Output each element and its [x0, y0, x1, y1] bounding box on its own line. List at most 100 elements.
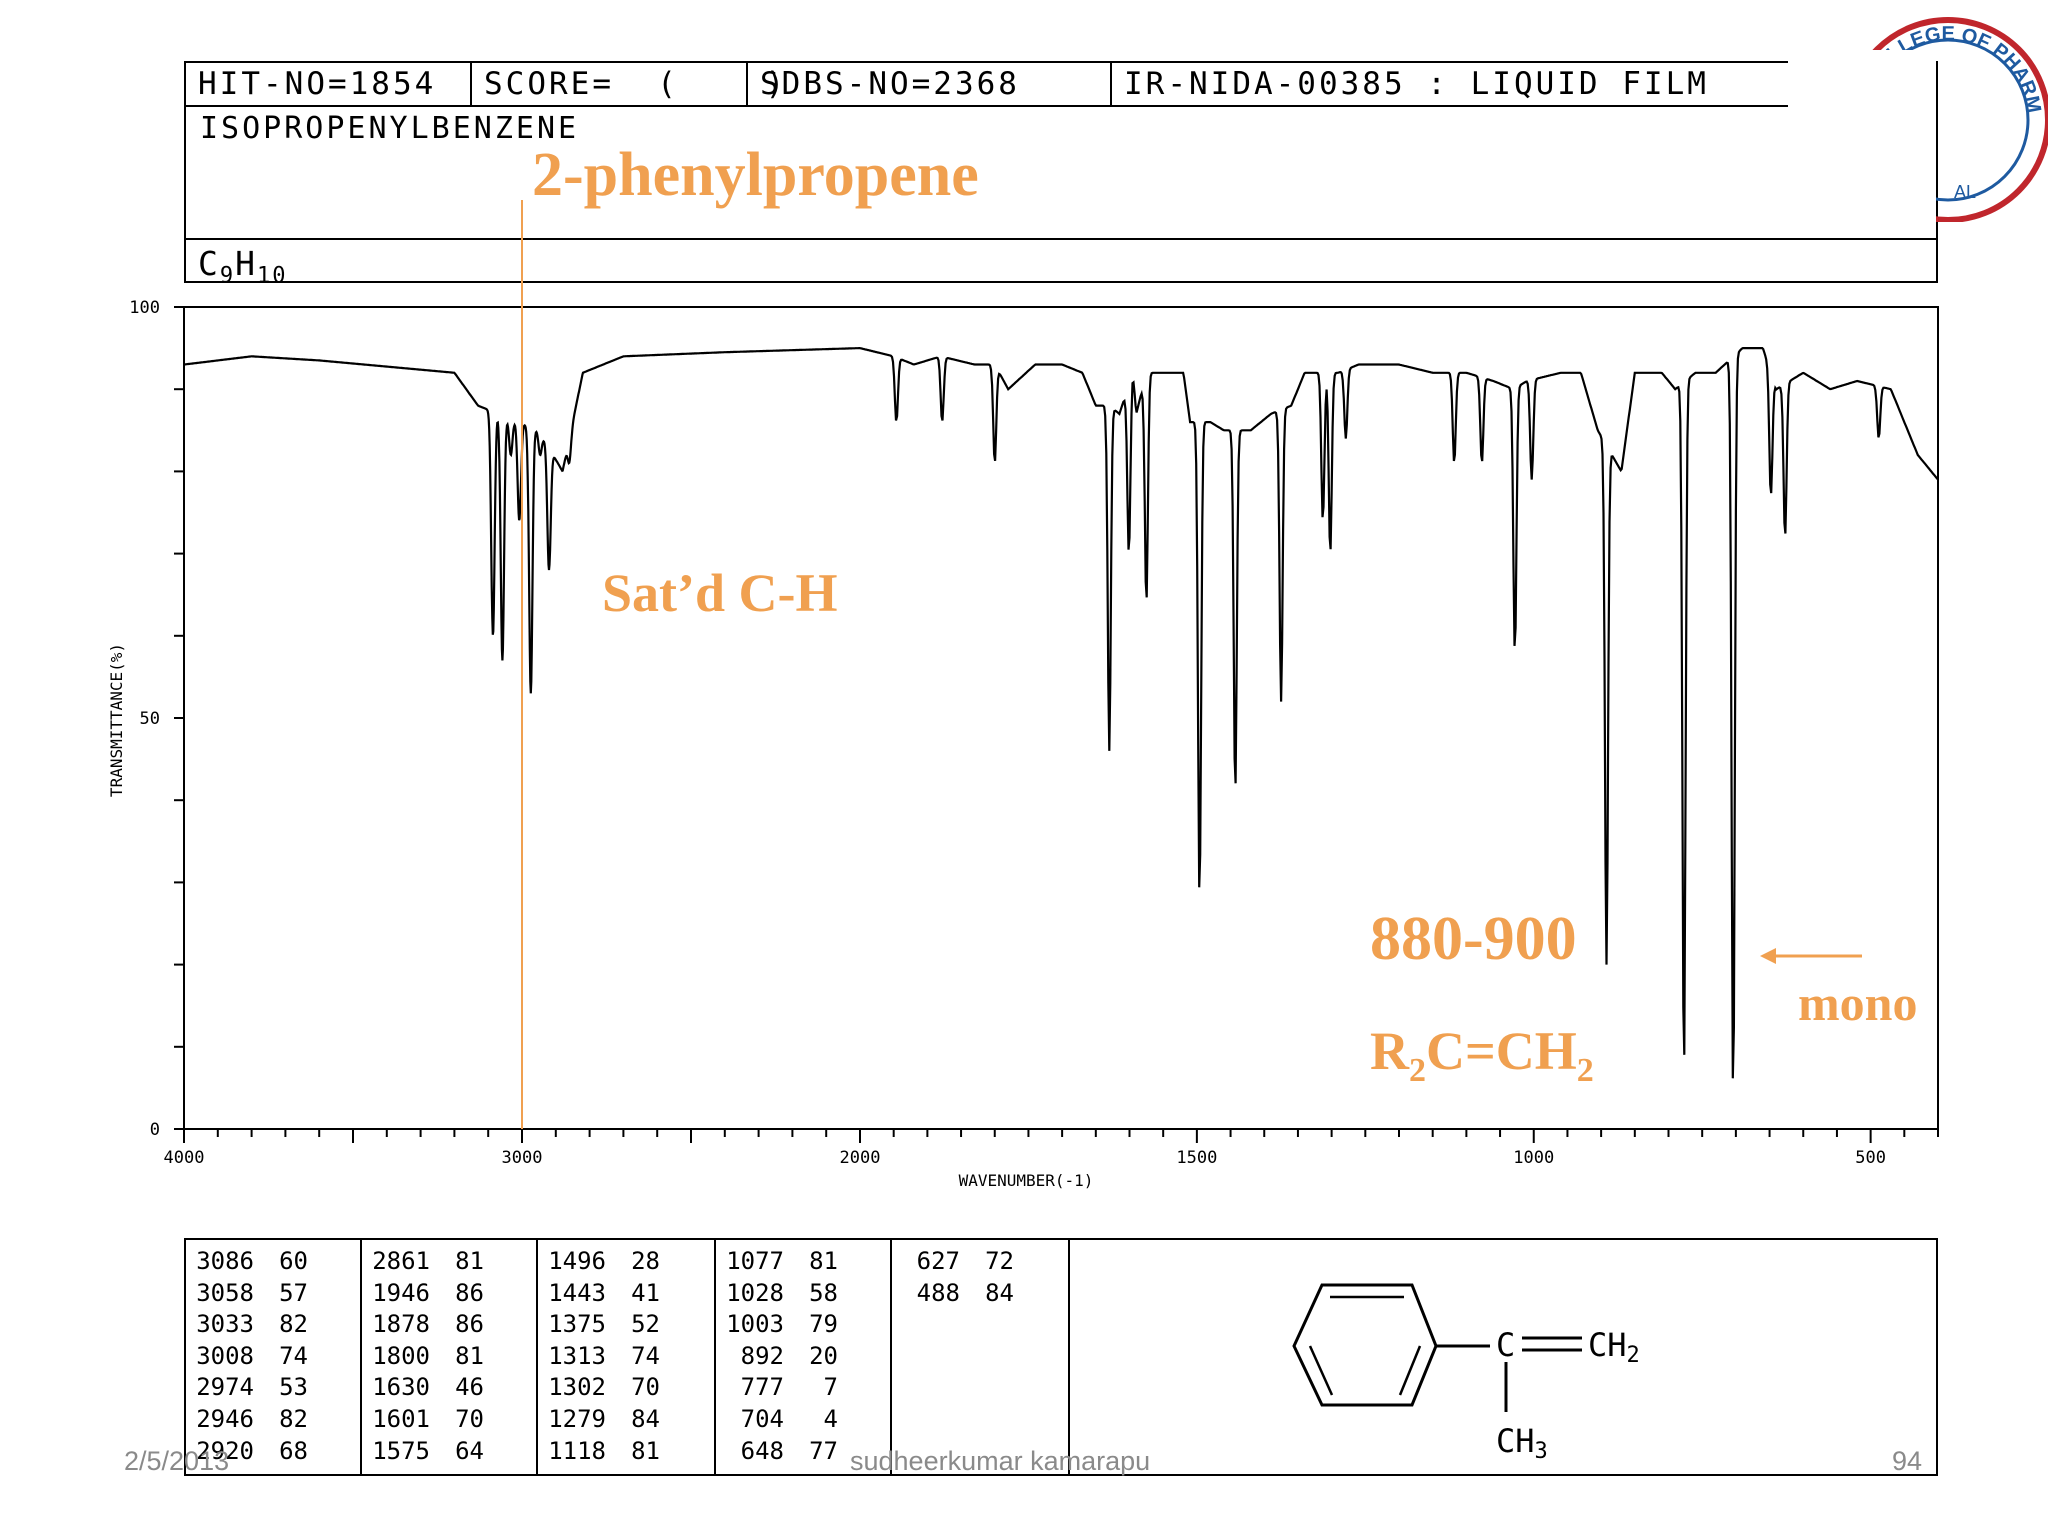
peak-table-row: 1279 84: [538, 1404, 714, 1436]
peak-transmittance: 70: [455, 1404, 484, 1433]
x-tick-label: 1000: [1513, 1148, 1554, 1168]
peak-point-1443: [1234, 791, 1236, 793]
peak-transmittance: 68: [279, 1436, 308, 1465]
peak-point-1946: [895, 421, 897, 423]
peak-table-row: 2946 82: [186, 1404, 360, 1436]
peak-table-row: 1496 28: [538, 1246, 714, 1278]
peak-point-1496: [1199, 898, 1201, 900]
peak-table-column: 1077 81 1028 58 1003 79 892 20 777 7 704 4 648 77: [716, 1240, 892, 1474]
peak-table-row: 777 7: [716, 1372, 890, 1404]
peak-wavenumber: 2861: [372, 1247, 430, 1275]
peak-point-1575: [1145, 602, 1147, 604]
peak-transmittance: 53: [279, 1373, 308, 1402]
peak-table-row: 627 72: [892, 1246, 1068, 1278]
measurement-method: IR-NIDA-00385 : LIQUID FILM: [1124, 66, 1709, 102]
peak-wavenumber: 648: [740, 1436, 784, 1465]
peak-table-row: 3033 82: [186, 1309, 360, 1341]
peak-wavenumber: 1077: [726, 1247, 784, 1275]
molecular-formula: C9H10: [198, 244, 288, 289]
peak-wavenumber: 2974: [196, 1373, 254, 1402]
mono-annotation: mono: [1798, 975, 1918, 1031]
peak-wavenumber: 627: [916, 1247, 960, 1275]
peak-point-777: [1683, 1070, 1685, 1072]
peak-transmittance: 74: [279, 1341, 308, 1370]
peak-table-column: 3086 60 3058 57 3033 82 3008 74 2974 53 2946 82 2920…: [186, 1240, 362, 1474]
peak-table-row: 1375 52: [538, 1309, 714, 1341]
footer-page-number: 94: [1892, 1446, 1923, 1476]
college-logo: NI COLLEGE OF PHARMACY AL: [1788, 2, 2048, 222]
peak-transmittance: 81: [631, 1436, 660, 1465]
peak-point-704: [1732, 1095, 1734, 1097]
peak-table-row: 1313 74: [538, 1341, 714, 1373]
peak-table-row: 2861 81: [362, 1246, 536, 1278]
peak-wavenumber: 2920: [196, 1436, 254, 1465]
peak-transmittance: 74: [631, 1341, 660, 1370]
peak-wavenumber: 2946: [196, 1404, 254, 1433]
peak-table-row: 1443 41: [538, 1278, 714, 1310]
y-tick-label: 50: [140, 709, 160, 729]
peak-wavenumber: 1800: [372, 1341, 430, 1370]
x-tick-label: 1500: [1176, 1148, 1217, 1168]
peak-wavenumber: 777: [740, 1373, 784, 1402]
peak-transmittance: 7: [823, 1373, 838, 1402]
peak-table-row: 2920 68: [186, 1436, 360, 1468]
peak-wavenumber: 1575: [372, 1436, 430, 1465]
peak-wavenumber: 704: [740, 1404, 784, 1433]
peak-transmittance: 64: [455, 1436, 484, 1465]
peak-point-1077: [1481, 462, 1483, 464]
peak-transmittance: 79: [809, 1310, 838, 1339]
header-divider: [470, 63, 472, 105]
peak-wavenumber: 1313: [548, 1341, 606, 1370]
x-tick-label: 2000: [840, 1148, 881, 1168]
peak-table-row: 1118 81: [538, 1436, 714, 1468]
peak-table-row: 3086 60: [186, 1246, 360, 1278]
x-tick-label: 3000: [502, 1148, 543, 1168]
peak-table-row: 1946 86: [362, 1278, 536, 1310]
peak-transmittance: 4: [823, 1404, 838, 1433]
peak-wavenumber: 1630: [372, 1373, 430, 1402]
footer-author: sudheerkumar kamarapu: [850, 1446, 1151, 1476]
peak-point-1878: [941, 421, 943, 423]
hit-number: HIT-NO=1854: [198, 66, 437, 102]
peak-wavenumber: 3086: [196, 1247, 254, 1275]
peak-table-row: 1800 81: [362, 1341, 536, 1373]
header-row: HIT-NO=1854 SCORE= ( ) SDBS-NO=2368 IR-N…: [186, 63, 1936, 107]
peak-wavenumber: 1118: [548, 1436, 606, 1465]
peak-wavenumber: 488: [916, 1278, 960, 1307]
peak-transmittance: 60: [279, 1247, 308, 1275]
footer-date: 2/5/2013: [124, 1446, 230, 1476]
peak-table-row: 1601 70: [362, 1404, 536, 1436]
peak-transmittance: 57: [279, 1278, 308, 1307]
peak-wavenumber: 1946: [372, 1278, 430, 1307]
peak-wavenumber: 3033: [196, 1310, 254, 1339]
peak-transmittance: 84: [985, 1278, 1014, 1307]
peak-wavenumber: 1375: [548, 1310, 606, 1339]
mono-arrowhead: [1760, 948, 1776, 964]
peak-point-648: [1770, 495, 1772, 497]
peak-transmittance: 77: [809, 1436, 838, 1465]
peak-marks: [492, 421, 1880, 1097]
peak-transmittance: 81: [809, 1247, 838, 1275]
peak-transmittance: 81: [455, 1247, 484, 1275]
peak-wavenumber: 1496: [548, 1247, 606, 1275]
peak-table-row: 892 20: [716, 1341, 890, 1373]
peak-point-1118: [1453, 462, 1455, 464]
peak-transmittance: 81: [455, 1341, 484, 1370]
peak-point-1800: [994, 462, 996, 464]
peak-point-1313: [1322, 520, 1324, 522]
logo-fragment: AL: [1954, 182, 1976, 202]
peak-transmittance: 52: [631, 1310, 660, 1339]
peak-point-1601: [1128, 553, 1130, 555]
peak-table-column: 627 72 488 84: [892, 1240, 1070, 1474]
peak-transmittance: 84: [631, 1404, 660, 1433]
peak-table-row: 488 84: [892, 1278, 1068, 1310]
header-box: HIT-NO=1854 SCORE= ( ) SDBS-NO=2368 IR-N…: [184, 61, 1938, 289]
peak-wavenumber: 1302: [548, 1373, 606, 1402]
peak-table-row: 2974 53: [186, 1372, 360, 1404]
peak-table-row: 648 77: [716, 1436, 890, 1468]
peak-table-row: 1630 46: [362, 1372, 536, 1404]
sdbs-number: SDBS-NO=2368: [760, 66, 1020, 102]
peak-table-column: 2861 81 1946 86 1878 86 1800 81 1630 46 1601 70 1575…: [362, 1240, 538, 1474]
